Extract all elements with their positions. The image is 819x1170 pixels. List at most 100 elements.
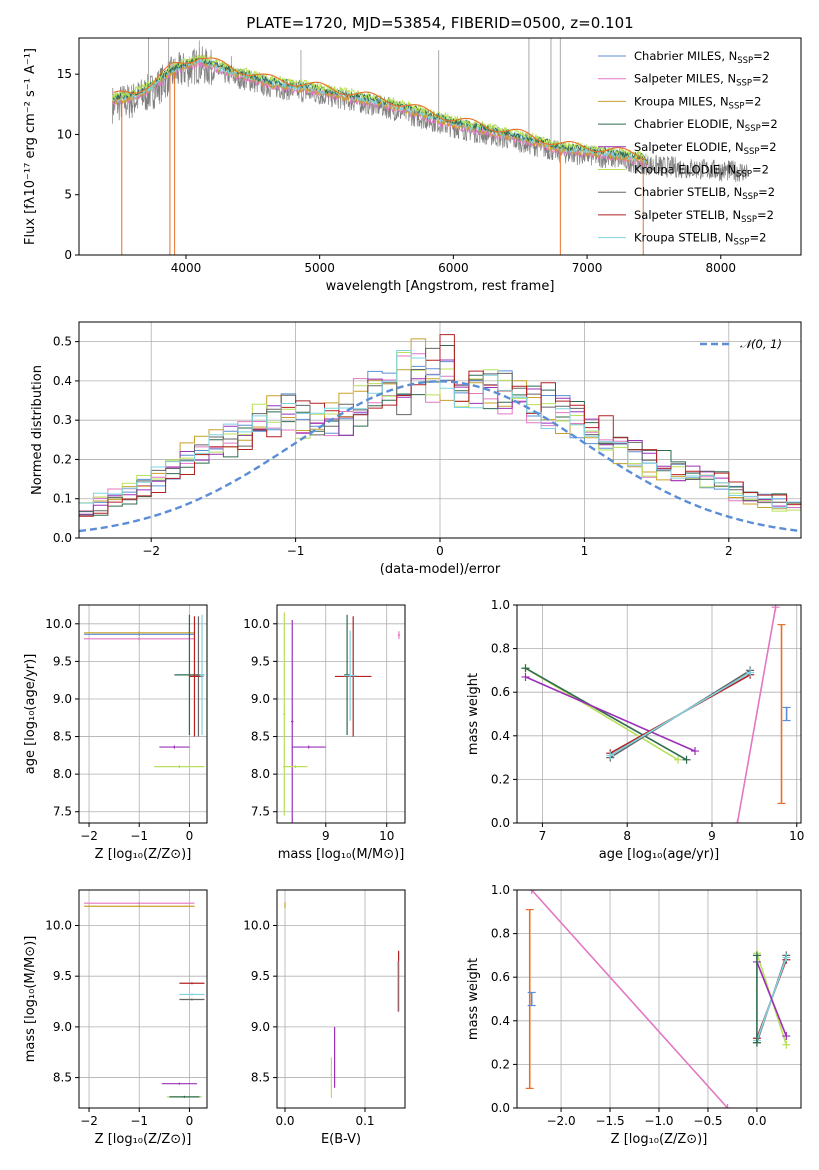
- y-tick-label: 9.5: [53, 654, 72, 668]
- y-axis-label: age [log₁₀(age/yr)]: [23, 654, 38, 775]
- y-axis-label: mass weight: [466, 958, 481, 1040]
- plot-area: [84, 902, 205, 1098]
- weight-marker: [521, 672, 530, 681]
- weight-marker: [606, 751, 615, 760]
- x-tick-label: 0.0: [747, 1114, 766, 1128]
- axes-frame: [78, 604, 208, 824]
- y-tick-label: 0.4: [491, 729, 510, 743]
- x-axis-label: Z [log₁₀(Z/Z⊙)]: [95, 847, 192, 862]
- y-tick-label: 0.8: [491, 927, 510, 941]
- x-axis-label: wavelength [Angstrom, rest frame]: [326, 279, 555, 294]
- y-tick-label: 10.0: [45, 617, 72, 631]
- weight-line: [531, 890, 729, 1108]
- x-tick-label: −1: [130, 1114, 148, 1128]
- y-tick-label: 8.0: [251, 767, 270, 781]
- y-tick-label: 10.0: [243, 617, 270, 631]
- y-tick-label: 8.5: [251, 730, 270, 744]
- model-spectrum: [111, 54, 648, 160]
- weight-marker: [746, 668, 755, 677]
- axes-frame: [276, 889, 406, 1109]
- x-tick-label: 0: [436, 544, 444, 558]
- weight-marker: [521, 664, 530, 673]
- x-tick-label: −2: [80, 1114, 98, 1128]
- legend-tail: =2: [749, 231, 766, 245]
- legend-sub: SSP: [745, 124, 761, 134]
- x-tick-label: −1.0: [644, 1114, 673, 1128]
- x-tick-label: −1: [130, 829, 148, 843]
- y-tick-label: 0: [64, 248, 72, 262]
- legend-label: Kroupa MILES, NSSP=2: [634, 94, 761, 111]
- legend-tail: =2: [744, 94, 761, 108]
- y-tick-label: 10.0: [45, 918, 72, 932]
- y-tick-label: 7.5: [53, 805, 72, 819]
- legend-label: Kroupa STELIB, NSSP=2: [634, 231, 766, 248]
- figure-title: PLATE=1720, MJD=53854, FIBERID=0500, z=0…: [246, 14, 633, 32]
- y-tick-label: 8.5: [53, 730, 72, 744]
- legend-label: Salpeter STELIB, NSSP=2: [634, 208, 774, 225]
- y-tick-label: 0.4: [53, 374, 72, 388]
- panel-age-mass: 9 10 7.5 8.0 8.5 9.0 9.5 10.0 mass [log₁₀(M/M⊙)]: [243, 604, 406, 862]
- x-tick-label: 0: [186, 829, 194, 843]
- x-tick-label: 8000: [706, 261, 737, 275]
- plot-area: [84, 614, 205, 769]
- legend-tail: =2: [752, 163, 769, 177]
- model-spectrum-orange: [113, 57, 646, 160]
- weight-marker: [682, 755, 691, 764]
- x-axis-label: mass [log₁₀(M/M⊙)]: [278, 847, 405, 862]
- x-tick-label: 0: [186, 1114, 194, 1128]
- plot-area: [283, 612, 401, 823]
- y-tick-label: 9.0: [53, 692, 72, 706]
- axes-frame: [516, 604, 802, 824]
- gauss-legend-label: 𝒩(0, 1): [740, 337, 782, 351]
- x-tick-label: −2: [142, 544, 160, 558]
- y-tick-label: 9.5: [53, 969, 72, 983]
- y-tick-label: 0.2: [491, 1057, 510, 1071]
- y-tick-label: 10: [57, 127, 72, 141]
- x-tick-label: 0.0: [275, 1114, 294, 1128]
- x-axis-label: (data-model)/error: [380, 562, 501, 577]
- weight-marker: [723, 1104, 732, 1108]
- panel-weight-age: 7 8 9 10 0.0 0.2 0.4 0.6 0.8 1.0 age [log₁₀(age/yr…: [466, 598, 804, 862]
- legend-label: Chabrier MILES, NSSP=2: [634, 49, 770, 66]
- x-tick-label: 5000: [304, 261, 335, 275]
- axes-frame: [78, 889, 208, 1109]
- y-tick-label: 9.0: [53, 1020, 72, 1034]
- y-tick-label: 0.3: [53, 413, 72, 427]
- x-tick-label: 10: [379, 829, 394, 843]
- plot-area: [79, 334, 801, 533]
- weight-marker: [733, 819, 742, 823]
- histogram-step: [79, 334, 801, 517]
- y-tick-label: 0.5: [53, 335, 72, 349]
- legend-sub: SSP: [734, 238, 750, 248]
- weight-line: [756, 961, 788, 1037]
- x-tick-label: −2.0: [546, 1114, 575, 1128]
- x-tick-label: −2: [80, 829, 98, 843]
- x-tick-label: −0.5: [693, 1114, 722, 1128]
- y-tick-label: 5: [64, 188, 72, 202]
- x-tick-label: −1: [287, 544, 305, 558]
- legend-label: Chabrier STELIB, NSSP=2: [634, 185, 775, 202]
- y-tick-label: 0.2: [491, 772, 510, 786]
- y-axis-label: mass weight: [466, 673, 481, 755]
- y-tick-label: 0.0: [491, 816, 510, 830]
- weight-line: [525, 667, 687, 761]
- legend-tail: =2: [757, 208, 774, 222]
- legend-tail: =2: [752, 72, 769, 86]
- legend-sub: SSP: [737, 56, 753, 66]
- weight-line: [609, 671, 751, 757]
- x-tick-label: 1: [581, 544, 589, 558]
- panel-mass-ebv: 0.0 0.1 8.5 9.0 9.5 10.0 E(B-V): [243, 889, 406, 1147]
- x-tick-label: 8: [623, 829, 631, 843]
- y-tick-label: 0.8: [491, 642, 510, 656]
- histogram-step: [79, 350, 801, 509]
- axes-frame: [78, 37, 802, 256]
- legend-tail: =2: [753, 49, 770, 63]
- y-axis-label: mass [log₁₀(M/M⊙)]: [23, 936, 38, 1063]
- legend-sub: SSP: [741, 215, 757, 225]
- legend-label: Salpeter ELODIE, NSSP=2: [634, 140, 777, 157]
- plot-area: [521, 605, 791, 823]
- weight-line: [736, 607, 777, 823]
- x-axis-label: E(B-V): [321, 1132, 361, 1147]
- legend-sub: SSP: [736, 79, 752, 89]
